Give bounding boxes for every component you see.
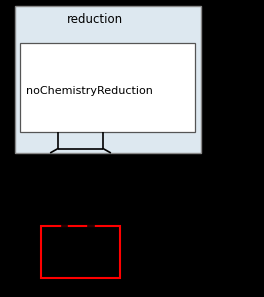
Bar [15,6,201,153]
Text: noChemistryReduction: noChemistryReduction [26,86,153,96]
Bar [20,43,195,132]
Text: reduction: reduction [67,13,123,26]
Bar [41,226,120,278]
